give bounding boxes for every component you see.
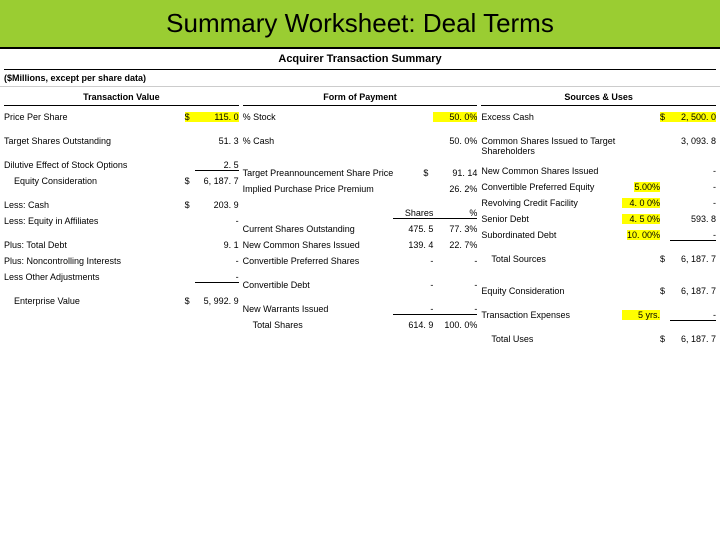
columns: Transaction Value Price Per Share $ 115.… — [0, 87, 720, 352]
label: Less Other Adjustments — [4, 272, 185, 282]
value: 6, 187. 7 — [195, 176, 239, 186]
value: 91. 14 — [433, 168, 477, 178]
label: New Common Shares Issued — [243, 240, 394, 250]
col2-header: Form of Payment — [243, 89, 478, 106]
value: - — [195, 216, 239, 226]
pct: 10. 0 — [627, 230, 647, 240]
currency: $ — [660, 112, 670, 122]
col-sources-uses: Sources & Uses Excess Cash $ 2, 500. 0 C… — [481, 89, 716, 350]
value: 139. 4 — [393, 240, 433, 250]
pct: 4. 0 0% — [622, 198, 660, 208]
value: - — [433, 304, 477, 315]
col-transaction-value: Transaction Value Price Per Share $ 115.… — [4, 89, 239, 350]
currency: $ — [185, 200, 195, 210]
label: Less: Equity in Affiliates — [4, 216, 185, 226]
value: - — [433, 280, 477, 290]
label: Target Shares Outstanding — [4, 136, 185, 146]
value: - — [433, 256, 477, 266]
subtitle: Acquirer Transaction Summary — [4, 49, 716, 70]
col-form-of-payment: Form of Payment % Stock 50. 0% % Cash 50… — [243, 89, 478, 350]
value: 22. 7% — [433, 240, 477, 250]
value: 5, 992. 9 — [195, 296, 239, 306]
label: Price Per Share — [4, 112, 185, 122]
label: Plus: Noncontrolling Interests — [4, 256, 185, 266]
currency: $ — [660, 334, 670, 344]
currency: $ — [185, 112, 195, 122]
value: 50. 0% — [433, 112, 477, 122]
label: Implied Purchase Price Premium — [243, 184, 424, 194]
value: - — [670, 310, 716, 321]
value: - — [195, 256, 239, 266]
label: Current Shares Outstanding — [243, 224, 394, 234]
label: Revolving Credit Facility — [481, 198, 622, 208]
value: 6, 187. 7 — [670, 334, 716, 344]
value: - — [670, 166, 716, 176]
currency: $ — [185, 176, 195, 186]
label: Common Shares Issued to Target Sharehold… — [481, 136, 622, 156]
value: 475. 5 — [393, 224, 433, 234]
value: - — [195, 272, 239, 283]
pct: 5. — [634, 182, 642, 192]
pct: 0% — [647, 230, 660, 240]
value: 2, 500. 0 — [670, 112, 716, 122]
units-note: ($Millions, except per share data) — [0, 70, 720, 87]
label: Less: Cash — [4, 200, 185, 210]
label: Plus: Total Debt — [4, 240, 185, 250]
value: 593. 8 — [670, 214, 716, 224]
label: Senior Debt — [481, 214, 622, 224]
value: 77. 3% — [433, 224, 477, 234]
label: Equity Consideration — [481, 286, 622, 296]
label: Excess Cash — [481, 112, 622, 122]
label: Convertible Debt — [243, 280, 394, 290]
value: - — [670, 182, 716, 192]
label: Total Sources — [491, 254, 622, 264]
currency: $ — [660, 254, 670, 264]
label: % Cash — [243, 136, 434, 146]
col1-header: Transaction Value — [4, 89, 239, 106]
label: Dilutive Effect of Stock Options — [4, 160, 185, 170]
value: 6, 187. 7 — [670, 254, 716, 264]
value: 2. 5 — [195, 160, 239, 171]
value: 26. 2% — [433, 184, 477, 194]
label: Enterprise Value — [14, 296, 185, 306]
title-bar: Summary Worksheet: Deal Terms — [0, 0, 720, 49]
value: 3, 093. 8 — [670, 136, 716, 146]
value: 100. 0% — [433, 320, 477, 330]
label: Transaction Expenses — [481, 310, 622, 320]
currency: $ — [660, 286, 670, 296]
value: 9. 1 — [195, 240, 239, 250]
label: Convertible Preferred Shares — [243, 256, 394, 266]
value: - — [393, 280, 433, 290]
value: 614. 9 — [393, 320, 433, 330]
value: - — [670, 230, 716, 241]
value: - — [670, 198, 716, 208]
value: 203. 9 — [195, 200, 239, 210]
label: % Stock — [243, 112, 434, 122]
label: Total Shares — [253, 320, 394, 330]
label: New Common Shares Issued — [481, 166, 622, 176]
value: - — [393, 304, 433, 315]
currency: $ — [423, 168, 433, 178]
value: 115. 0 — [195, 112, 239, 122]
pct: 4. 5 0% — [622, 214, 660, 224]
value: 50. 0% — [433, 136, 477, 146]
pct: 5 yrs. — [622, 310, 660, 320]
col3-header: Sources & Uses — [481, 89, 716, 106]
page-title: Summary Worksheet: Deal Terms — [0, 8, 720, 39]
value: - — [393, 256, 433, 266]
label: Equity Consideration — [14, 176, 185, 186]
label: Target Preannouncement Share Price — [243, 168, 424, 178]
label: Convertible Preferred Equity — [481, 182, 622, 192]
hdr-shares: Shares — [393, 208, 433, 219]
value: 6, 187. 7 — [670, 286, 716, 296]
currency: $ — [185, 296, 195, 306]
pct: 00% — [642, 182, 660, 192]
label: Subordinated Debt — [481, 230, 622, 240]
value: 51. 3 — [195, 136, 239, 146]
label: New Warrants Issued — [243, 304, 394, 314]
hdr-pct: % — [433, 208, 477, 219]
label: Total Uses — [491, 334, 622, 344]
